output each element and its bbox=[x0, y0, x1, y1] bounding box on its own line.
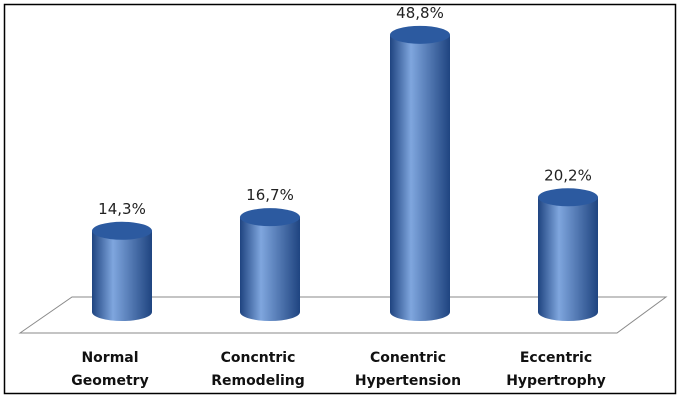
bar-top-3 bbox=[390, 25, 450, 44]
bar-1 bbox=[92, 221, 152, 321]
bar-2 bbox=[240, 208, 300, 321]
bar-top-2 bbox=[240, 208, 300, 227]
data-label-1: 14,3% bbox=[98, 200, 146, 218]
category-label-3-line-1: Conentric bbox=[370, 350, 446, 366]
bar-top-1 bbox=[92, 221, 152, 240]
bar-4 bbox=[538, 188, 598, 321]
category-label-2-line-1: Concntric bbox=[221, 350, 296, 366]
bar-body-2 bbox=[240, 217, 300, 321]
category-label-4-line-1: Eccentric bbox=[520, 350, 592, 366]
category-label-1-line-2: Geometry bbox=[71, 373, 148, 389]
data-label-2: 16,7% bbox=[246, 186, 294, 204]
category-label-3-line-2: Hypertension bbox=[355, 373, 461, 389]
labels-group: 14,3% Normal Geometry 16,7% Concntric Remodel… bbox=[71, 4, 606, 389]
bar-top-4 bbox=[538, 188, 598, 207]
bars-group bbox=[92, 25, 598, 321]
data-label-4: 20,2% bbox=[544, 166, 592, 184]
bar-3 bbox=[390, 25, 450, 321]
data-label-3: 48,8% bbox=[396, 4, 444, 22]
bar-body-1 bbox=[92, 230, 152, 321]
category-label-2-line-2: Remodeling bbox=[211, 373, 305, 389]
bar-body-3 bbox=[390, 34, 450, 321]
category-label-1-line-1: Normal bbox=[81, 350, 138, 366]
chart-floor bbox=[18, 296, 668, 334]
bar-body-4 bbox=[538, 197, 598, 321]
category-label-4-line-2: Hypertrophy bbox=[506, 373, 606, 389]
